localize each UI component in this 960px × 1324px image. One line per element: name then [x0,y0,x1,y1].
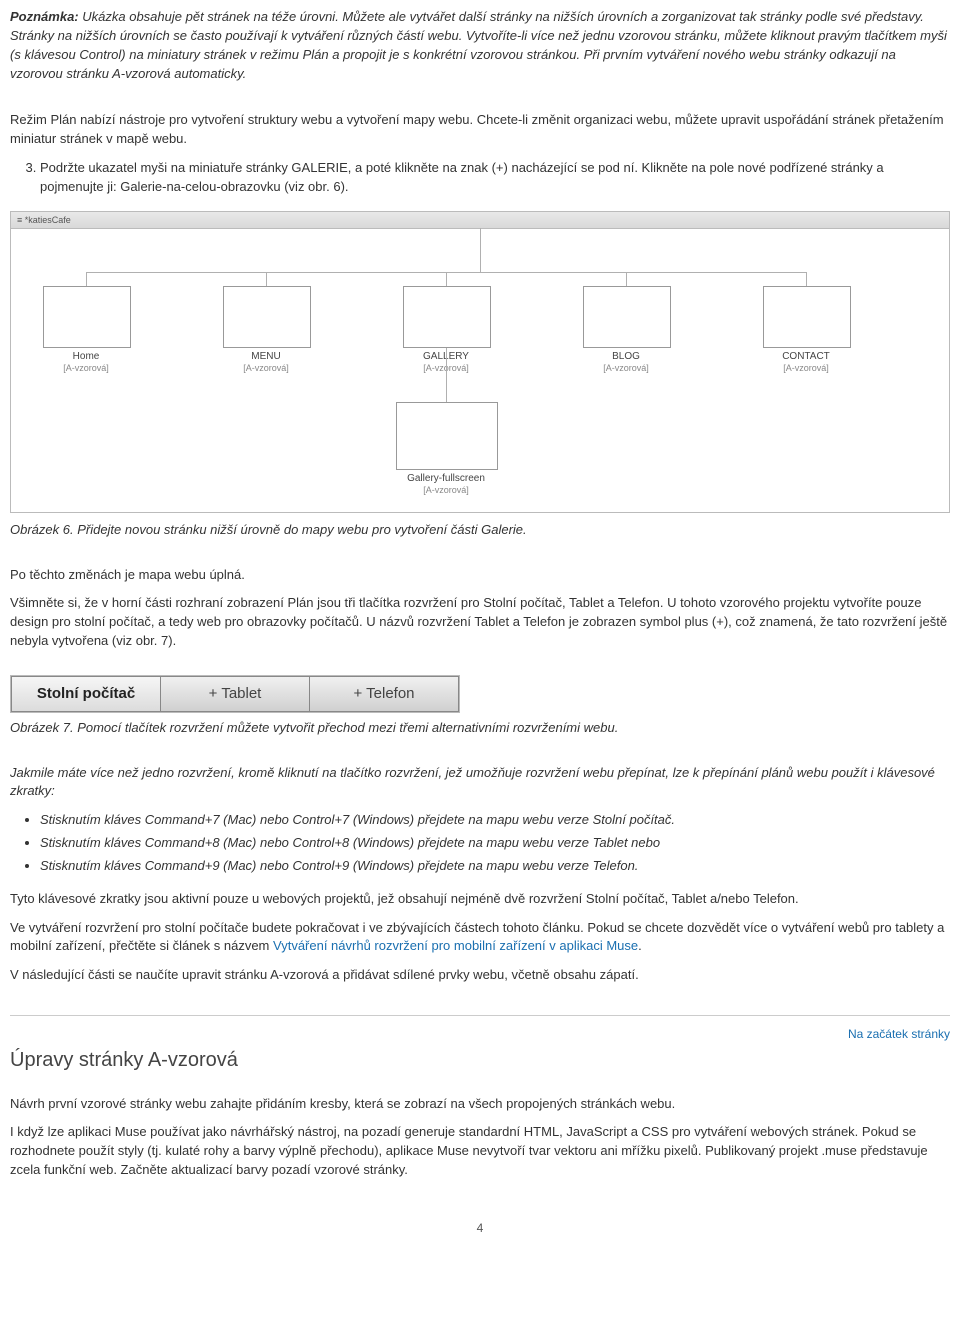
note-label: Poznámka: [10,9,79,24]
figure7-caption: Obrázek 7. Pomocí tlačítek rozvržení můž… [10,719,950,738]
sitemap-spine [480,228,481,272]
page-thumb-home[interactable] [43,286,131,348]
page-sublabel: [A-vzorová] [741,362,871,375]
sitemap-stub [446,272,447,286]
page-thumb-menu[interactable] [223,286,311,348]
layout-button-tablet[interactable]: + Tablet [161,676,310,712]
after-tip-p3: V následující části se naučíte upravit s… [10,966,950,985]
page-sublabel: [A-vzorová] [561,362,691,375]
figure-layout-buttons: Stolní počítač + Tablet + Telefon [10,675,460,713]
step-3: Podržte ukazatel myši na miniatuře strán… [40,159,950,197]
tip-item: Stisknutím kláves Command+7 (Mac) nebo C… [40,811,950,830]
page-sublabel: [A-vzorová] [21,362,151,375]
page-number: 4 [10,1220,950,1237]
after-fig-p1: Po těchto změnách je mapa webu úplná. [10,566,950,585]
page-sublabel: [A-vzorová] [381,484,511,497]
figure-sitemap: ≡ *katiesCafe Home [A-vzorová] MENU [A-v… [10,211,950,513]
sitemap-drop-line [446,348,447,402]
after-tip-p2b: . [638,938,642,953]
note-paragraph: Poznámka: Ukázka obsahuje pět stránek na… [10,8,950,83]
tip-item: Stisknutím kláves Command+9 (Mac) nebo C… [40,857,950,876]
page-thumb-blog[interactable] [583,286,671,348]
page-thumb-contact[interactable] [763,286,851,348]
sitemap-stub [806,272,807,286]
to-top-link[interactable]: Na začátek stránky [848,1027,950,1041]
regime-paragraph: Režim Plán nabízí nástroje pro vytvoření… [10,111,950,149]
section2-p1: Návrh první vzorové stránky webu zahajte… [10,1095,950,1114]
sitemap-stub [626,272,627,286]
tip-block: Jakmile máte více než jedno rozvržení, k… [10,764,950,876]
sitemap-stub [266,272,267,286]
after-fig-p2: Všimněte si, že v horní části rozhraní z… [10,594,950,651]
after-tip-p1: Tyto klávesové zkratky jsou aktivní pouz… [10,890,950,909]
layout-button-phone[interactable]: + Telefon [310,676,459,712]
tip-intro: Jakmile máte více než jedno rozvržení, k… [10,764,950,802]
section-divider [10,1015,950,1016]
tip-item: Stisknutím kláves Command+8 (Mac) nebo C… [40,834,950,853]
after-tip-p2: Ve vytváření rozvržení pro stolní počíta… [10,919,950,957]
note-text: Ukázka obsahuje pět stránek na téže úrov… [10,9,947,81]
section-title-a-vzorova: Úpravy stránky A-vzorová [10,1046,950,1075]
page-thumb-gallery-fullscreen[interactable] [396,402,498,470]
layout-button-desktop[interactable]: Stolní počítač [11,676,161,712]
section2-p2: I když lze aplikaci Muse používat jako n… [10,1123,950,1180]
muse-mobile-layouts-link[interactable]: Vytváření návrhů rozvržení pro mobilní z… [273,938,638,953]
sitemap-window-title: ≡ *katiesCafe [11,212,949,229]
page-sublabel: [A-vzorová] [201,362,331,375]
sitemap-stub [86,272,87,286]
figure6-caption: Obrázek 6. Přidejte novou stránku nižší … [10,521,950,540]
page-thumb-gallery[interactable] [403,286,491,348]
